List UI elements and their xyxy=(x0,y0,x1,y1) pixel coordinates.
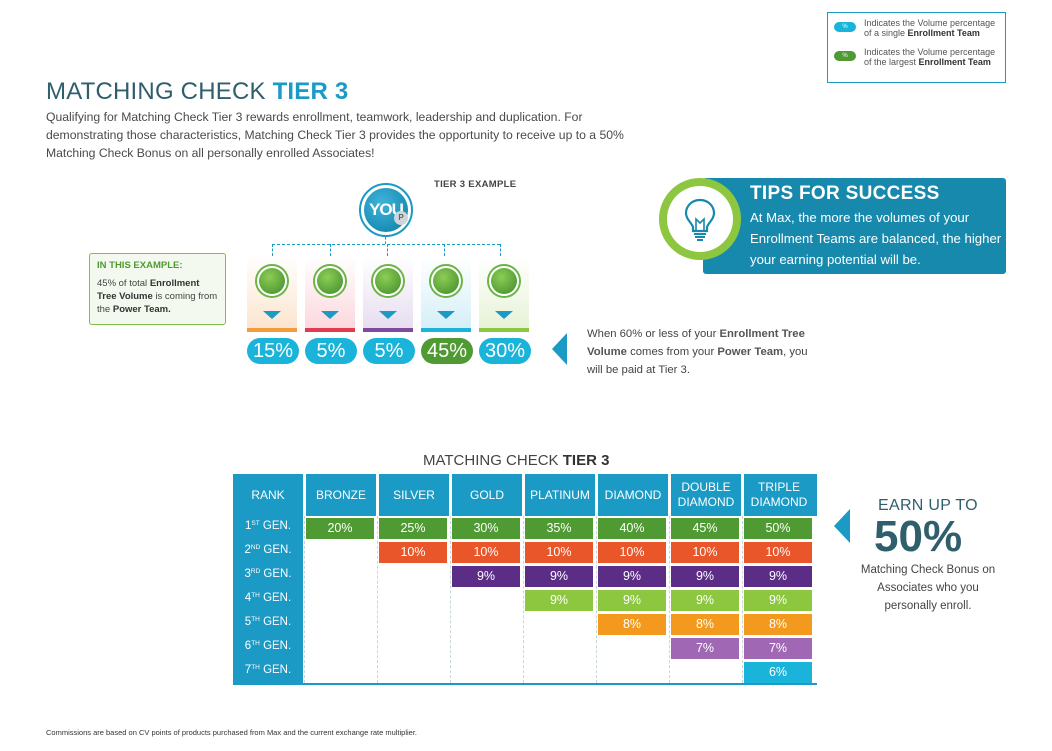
match-cell: 40% xyxy=(598,518,666,539)
down-arrow-icon xyxy=(263,311,281,319)
match-cell: 9% xyxy=(671,590,739,611)
match-cell: 9% xyxy=(744,590,812,611)
pointer-arrow-icon xyxy=(552,333,567,365)
rank-header-diamond: DIAMOND xyxy=(604,487,662,502)
connector-line xyxy=(330,244,331,256)
match-cell: 10% xyxy=(525,542,593,563)
generation-label: 2ND GEN. xyxy=(244,544,292,556)
tips-box xyxy=(703,178,1006,274)
rank-header-double-diamond: DOUBLE DIAMOND xyxy=(677,480,735,509)
match-cell: 25% xyxy=(379,518,447,539)
legend-swatch-largest: % xyxy=(834,51,856,61)
legend-swatch-single: % xyxy=(834,22,856,32)
lightbulb-icon xyxy=(659,178,741,260)
down-arrow-icon xyxy=(321,311,339,319)
match-cell: 9% xyxy=(671,566,739,587)
tips-text: At Max, the more the volumes of your Enr… xyxy=(750,210,1002,267)
rank-header-platinum: PLATINUM xyxy=(530,487,590,502)
intro-text: Qualifying for Matching Check Tier 3 rew… xyxy=(46,110,624,160)
match-cell: 9% xyxy=(452,566,520,587)
down-arrow-icon xyxy=(495,311,513,319)
match-cell: 9% xyxy=(744,566,812,587)
team-leader-avatar xyxy=(487,264,521,298)
match-cell: 10% xyxy=(744,542,812,563)
match-cell: 9% xyxy=(598,590,666,611)
earn-up-to-label: EARN UP TO xyxy=(878,497,978,514)
match-cell: 10% xyxy=(598,542,666,563)
connector-line xyxy=(385,237,386,244)
matrix-title: MATCHING CHECK TIER 3 xyxy=(423,452,610,469)
match-cell: 10% xyxy=(379,542,447,563)
tips-title: TIPS FOR SUCCESS xyxy=(750,183,940,204)
team-leader-avatar xyxy=(371,264,405,298)
team-percentage: 30% xyxy=(479,338,531,364)
team-percentage: 5% xyxy=(363,338,415,364)
generation-label: 5TH GEN. xyxy=(244,616,292,628)
match-cell: 9% xyxy=(525,566,593,587)
connector-line xyxy=(272,244,500,245)
match-cell: 35% xyxy=(525,518,593,539)
rank-header-bronze: BRONZE xyxy=(315,487,366,502)
you-label: YOU xyxy=(364,188,408,232)
rank-header-triple-diamond: TRIPLE DIAMOND xyxy=(750,480,808,509)
down-arrow-icon xyxy=(379,311,397,319)
team-leader-avatar xyxy=(429,264,463,298)
match-cell: 6% xyxy=(744,662,812,683)
generation-label: 1ST GEN. xyxy=(244,520,292,532)
team-leader-avatar xyxy=(255,264,289,298)
legend-text-largest: Indicates the Volume percentage of the l… xyxy=(864,47,996,67)
connector-line xyxy=(387,244,388,256)
team-percentage: 15% xyxy=(247,338,299,364)
match-cell: 10% xyxy=(452,542,520,563)
match-cell: 9% xyxy=(525,590,593,611)
page-title: MATCHING CHECK TIER 3 xyxy=(46,78,349,105)
pointer-arrow-icon xyxy=(834,509,850,543)
match-cell: 9% xyxy=(598,566,666,587)
match-cell: 7% xyxy=(744,638,812,659)
in-this-example-box: IN THIS EXAMPLE: 45% of total Enrollment… xyxy=(89,253,226,325)
footnote: Commissions are based on CV points of pr… xyxy=(46,728,418,737)
team-leader-avatar xyxy=(313,264,347,298)
match-cell: 10% xyxy=(671,542,739,563)
team-card xyxy=(479,256,529,332)
rank-header: RANK xyxy=(251,487,285,502)
you-avatar: YOU P xyxy=(359,183,413,237)
tier3-condition-note: When 60% or less of your Enrollment Tree… xyxy=(587,328,808,376)
earn-percentage: 50% xyxy=(874,512,963,561)
tier3-example-label: TIER 3 EXAMPLE xyxy=(434,179,517,190)
generation-label: 6TH GEN. xyxy=(244,640,292,652)
in-this-example-title: IN THIS EXAMPLE: xyxy=(97,260,183,271)
team-card xyxy=(247,256,297,332)
matching-check-table: RANK BRONZE SILVER GOLD PLATINUM DIAMOND DOUBL… xyxy=(233,474,817,686)
match-cell: 45% xyxy=(671,518,739,539)
legend-item-single: % Indicates the Volume percentage of a s… xyxy=(834,18,999,38)
rank-header-silver: SILVER xyxy=(393,487,435,502)
match-cell: 20% xyxy=(306,518,374,539)
match-cell: 8% xyxy=(598,614,666,635)
in-this-example-text: 45% of total Enrollment Tree Volume is c… xyxy=(97,278,218,315)
generation-label: 3RD GEN. xyxy=(244,568,292,580)
team-card xyxy=(363,256,413,332)
legend-box: % Indicates the Volume percentage of a s… xyxy=(827,12,1006,83)
connector-line xyxy=(272,244,273,256)
legend-text-single: Indicates the Volume percentage of a sin… xyxy=(864,18,996,38)
rank-header-gold: GOLD xyxy=(469,487,504,502)
you-badge: P xyxy=(394,211,408,225)
match-cell: 50% xyxy=(744,518,812,539)
team-card xyxy=(421,256,471,332)
legend-item-largest: % Indicates the Volume percentage of the… xyxy=(834,47,999,67)
generation-label: 7TH GEN. xyxy=(244,664,292,676)
earn-description: Matching Check Bonus on Associates who y… xyxy=(860,564,996,612)
match-cell: 30% xyxy=(452,518,520,539)
match-cell: 8% xyxy=(744,614,812,635)
match-cell: 7% xyxy=(671,638,739,659)
connector-line xyxy=(444,244,445,256)
team-card xyxy=(305,256,355,332)
match-cell: 8% xyxy=(671,614,739,635)
down-arrow-icon xyxy=(437,311,455,319)
team-percentage: 5% xyxy=(305,338,357,364)
generation-label: 4TH GEN. xyxy=(244,592,292,604)
team-percentage: 45% xyxy=(421,338,473,364)
connector-line xyxy=(500,244,501,256)
